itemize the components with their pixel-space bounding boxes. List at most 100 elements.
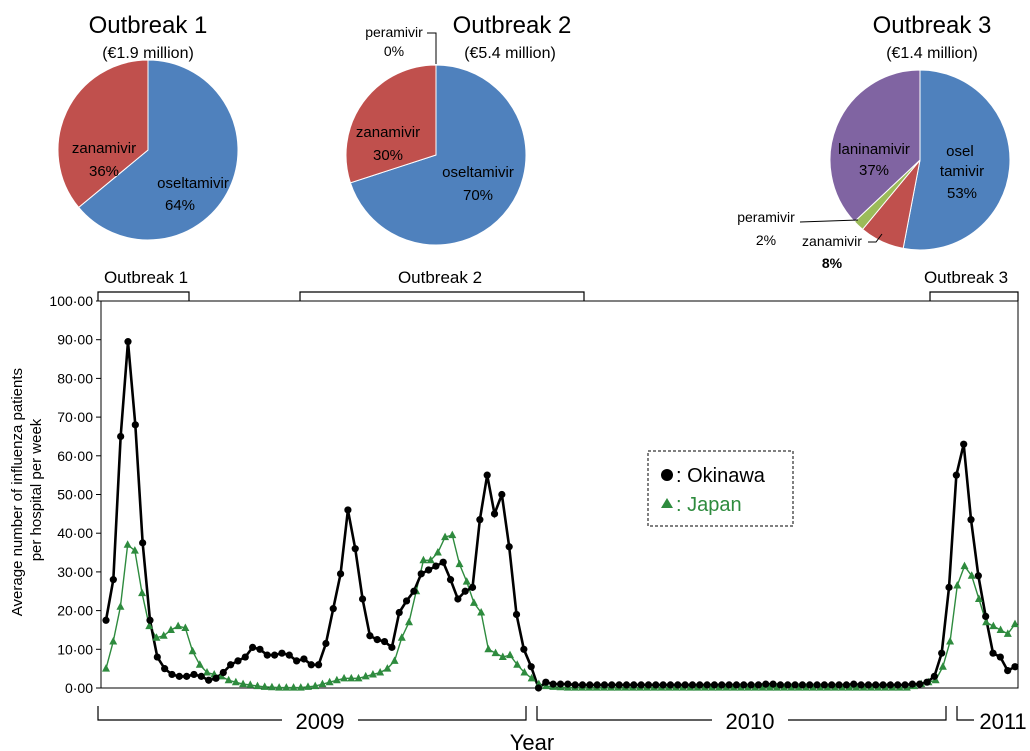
data-point-japan <box>960 561 969 570</box>
data-point-japan <box>166 625 175 633</box>
data-point-okinawa <box>820 681 829 689</box>
data-point-okinawa <box>674 681 682 689</box>
data-point-okinawa <box>725 681 733 689</box>
y-tick-label: 50·00 <box>57 487 93 503</box>
data-point-japan <box>267 682 276 691</box>
data-point-okinawa <box>593 681 601 689</box>
data-point-okinawa <box>161 665 169 673</box>
data-point-okinawa <box>454 595 462 603</box>
data-point-okinawa <box>468 583 477 591</box>
data-point-japan <box>772 683 781 691</box>
series-line-okinawa <box>104 341 1016 691</box>
slice-pct-zanamivir: 8% <box>822 255 843 271</box>
data-point-japan <box>138 588 147 597</box>
data-point-japan <box>758 683 767 691</box>
data-point-japan <box>433 548 442 556</box>
data-point-okinawa <box>879 681 887 689</box>
data-point-japan <box>405 617 413 626</box>
slice-label-oseltamivir-line-1: osel <box>946 143 974 160</box>
data-point-japan <box>246 680 255 688</box>
data-point-japan <box>325 677 334 686</box>
data-point-japan <box>195 660 204 668</box>
slice-pct-zanamivir: 30% <box>373 147 403 164</box>
data-point-japan <box>376 668 385 676</box>
data-point-okinawa <box>1011 663 1019 671</box>
year-label-2009: 2009 <box>296 709 345 734</box>
slice-pct-zanamivir: 36% <box>89 163 119 180</box>
data-point-okinawa <box>1004 666 1012 675</box>
bracket-label-outbreak-1: Outbreak 1 <box>104 268 188 287</box>
data-point-japan <box>967 571 976 579</box>
data-point-okinawa <box>740 681 748 689</box>
data-point-okinawa <box>916 680 924 688</box>
data-point-okinawa <box>982 612 990 621</box>
data-point-okinawa <box>278 649 286 657</box>
data-point-okinawa <box>652 681 660 689</box>
data-point-japan <box>953 580 962 589</box>
data-point-japan <box>152 633 161 641</box>
data-point-okinawa <box>630 681 638 689</box>
data-point-okinawa <box>358 595 367 603</box>
data-point-okinawa <box>373 636 381 644</box>
slice-label-laninamivir: laninamivir <box>838 141 910 158</box>
data-point-japan <box>253 681 262 690</box>
legend-marker-japan <box>661 498 673 508</box>
data-point-okinawa <box>300 655 308 663</box>
data-point-okinawa <box>718 681 726 689</box>
legend-label-japan: : Japan <box>676 494 742 516</box>
data-point-okinawa <box>168 670 176 679</box>
data-point-japan <box>484 644 493 653</box>
data-point-okinawa <box>776 681 785 689</box>
data-point-okinawa <box>564 680 572 688</box>
data-point-okinawa <box>938 649 946 657</box>
y-axis-label-line-2: per hospital per week <box>28 418 45 561</box>
data-point-japan <box>231 677 240 686</box>
data-point-okinawa <box>534 684 543 692</box>
data-point-okinawa <box>527 663 535 671</box>
data-point-japan <box>224 675 233 684</box>
data-point-okinawa <box>791 681 799 689</box>
data-point-okinawa <box>271 651 279 659</box>
pie-subtitle: (€1.4 million) <box>886 45 978 62</box>
data-point-okinawa <box>234 657 242 665</box>
data-point-okinawa <box>784 681 792 689</box>
pie-title: Outbreak 2 <box>453 12 572 39</box>
data-point-japan <box>203 668 211 676</box>
legend-label-okinawa: : Okinawa <box>676 465 766 487</box>
data-point-okinawa <box>806 681 814 689</box>
pie-slice-zanamivir <box>57 59 149 209</box>
data-point-japan <box>145 621 154 630</box>
data-point-okinawa <box>490 510 499 518</box>
data-point-japan <box>347 673 356 682</box>
data-point-okinawa <box>872 681 880 689</box>
data-point-okinawa <box>659 681 667 689</box>
data-point-japan <box>354 673 363 682</box>
data-point-okinawa <box>747 681 755 689</box>
data-point-okinawa <box>996 653 1004 661</box>
data-point-okinawa <box>285 651 293 659</box>
data-point-okinawa <box>586 681 594 689</box>
data-point-okinawa <box>219 668 227 677</box>
data-point-okinawa <box>263 651 271 659</box>
data-point-okinawa <box>952 471 960 479</box>
data-point-okinawa <box>212 674 220 682</box>
data-point-okinawa <box>139 539 147 547</box>
data-point-okinawa <box>446 576 455 584</box>
data-point-japan <box>174 621 183 630</box>
pie-slice-oseltamivir <box>349 64 527 246</box>
slice-pct-peramivir: 2% <box>756 232 776 248</box>
data-point-japan <box>498 652 507 661</box>
data-point-okinawa <box>688 681 697 689</box>
pie-chart-outbreak-1: Outbreak 1 (€1.9 million) zanamivir 36% … <box>57 12 239 241</box>
data-point-japan <box>780 683 789 691</box>
pie-subtitle: (€5.4 million) <box>464 45 556 62</box>
data-point-japan <box>390 656 399 664</box>
data-point-okinawa <box>615 681 623 689</box>
data-point-okinawa <box>908 680 916 688</box>
data-point-japan <box>181 623 190 632</box>
data-point-okinawa <box>945 583 953 591</box>
y-tick-label: 80·00 <box>57 370 93 386</box>
data-point-okinawa <box>681 681 689 689</box>
data-point-okinawa <box>967 516 975 524</box>
data-point-japan <box>974 594 983 602</box>
